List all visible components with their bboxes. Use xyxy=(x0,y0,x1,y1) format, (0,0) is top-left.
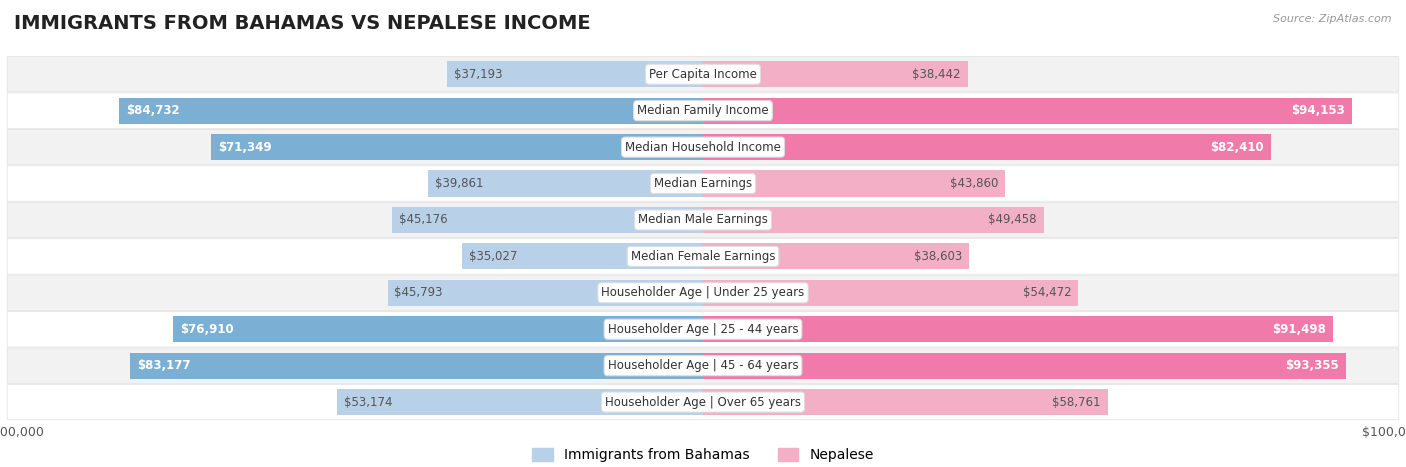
Bar xyxy=(703,243,969,269)
Text: Householder Age | Under 25 years: Householder Age | Under 25 years xyxy=(602,286,804,299)
Text: $45,793: $45,793 xyxy=(395,286,443,299)
Text: $76,910: $76,910 xyxy=(180,323,233,336)
FancyBboxPatch shape xyxy=(7,311,1399,347)
Text: $91,498: $91,498 xyxy=(1272,323,1326,336)
Text: Median Earnings: Median Earnings xyxy=(654,177,752,190)
Text: $94,153: $94,153 xyxy=(1291,104,1344,117)
Bar xyxy=(129,353,703,379)
Bar xyxy=(211,134,703,160)
FancyBboxPatch shape xyxy=(7,275,1399,311)
FancyBboxPatch shape xyxy=(7,57,1399,92)
Bar xyxy=(703,98,1351,124)
FancyBboxPatch shape xyxy=(7,129,1399,165)
Bar xyxy=(703,134,1271,160)
Text: $54,472: $54,472 xyxy=(1022,286,1071,299)
Text: $45,176: $45,176 xyxy=(399,213,447,226)
Text: Median Family Income: Median Family Income xyxy=(637,104,769,117)
Bar xyxy=(461,243,703,269)
Text: $82,410: $82,410 xyxy=(1211,141,1264,154)
Bar xyxy=(703,316,1333,342)
Bar xyxy=(703,353,1346,379)
Text: $43,860: $43,860 xyxy=(950,177,998,190)
Text: $58,761: $58,761 xyxy=(1053,396,1101,409)
Text: IMMIGRANTS FROM BAHAMAS VS NEPALESE INCOME: IMMIGRANTS FROM BAHAMAS VS NEPALESE INCO… xyxy=(14,14,591,33)
Text: Median Male Earnings: Median Male Earnings xyxy=(638,213,768,226)
Text: $49,458: $49,458 xyxy=(988,213,1036,226)
FancyBboxPatch shape xyxy=(7,348,1399,383)
Bar xyxy=(703,280,1078,306)
FancyBboxPatch shape xyxy=(7,166,1399,201)
Legend: Immigrants from Bahamas, Nepalese: Immigrants from Bahamas, Nepalese xyxy=(527,443,879,467)
Text: Source: ZipAtlas.com: Source: ZipAtlas.com xyxy=(1274,14,1392,24)
Text: Median Female Earnings: Median Female Earnings xyxy=(631,250,775,263)
Bar xyxy=(336,389,703,415)
Bar xyxy=(120,98,703,124)
Text: $38,603: $38,603 xyxy=(914,250,962,263)
Text: $37,193: $37,193 xyxy=(454,68,502,81)
Text: $84,732: $84,732 xyxy=(127,104,180,117)
Bar xyxy=(388,280,703,306)
Text: $38,442: $38,442 xyxy=(912,68,960,81)
Text: $39,861: $39,861 xyxy=(436,177,484,190)
Text: Per Capita Income: Per Capita Income xyxy=(650,68,756,81)
Bar xyxy=(392,207,703,233)
FancyBboxPatch shape xyxy=(7,384,1399,420)
Text: $93,355: $93,355 xyxy=(1285,359,1340,372)
FancyBboxPatch shape xyxy=(7,239,1399,274)
Text: Householder Age | Over 65 years: Householder Age | Over 65 years xyxy=(605,396,801,409)
Text: $53,174: $53,174 xyxy=(343,396,392,409)
Bar xyxy=(703,170,1005,197)
Text: Householder Age | 25 - 44 years: Householder Age | 25 - 44 years xyxy=(607,323,799,336)
FancyBboxPatch shape xyxy=(7,93,1399,128)
Bar xyxy=(429,170,703,197)
Bar xyxy=(703,207,1043,233)
Text: $35,027: $35,027 xyxy=(468,250,517,263)
FancyBboxPatch shape xyxy=(7,202,1399,238)
Text: $71,349: $71,349 xyxy=(218,141,271,154)
Text: Householder Age | 45 - 64 years: Householder Age | 45 - 64 years xyxy=(607,359,799,372)
Bar xyxy=(173,316,703,342)
Bar xyxy=(447,61,703,87)
Text: Median Household Income: Median Household Income xyxy=(626,141,780,154)
Bar xyxy=(703,389,1108,415)
Bar xyxy=(703,61,967,87)
Text: $83,177: $83,177 xyxy=(136,359,190,372)
